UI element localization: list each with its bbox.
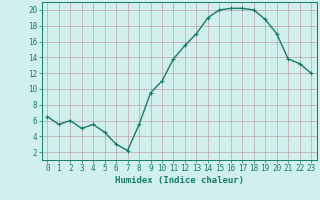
X-axis label: Humidex (Indice chaleur): Humidex (Indice chaleur)	[115, 176, 244, 185]
